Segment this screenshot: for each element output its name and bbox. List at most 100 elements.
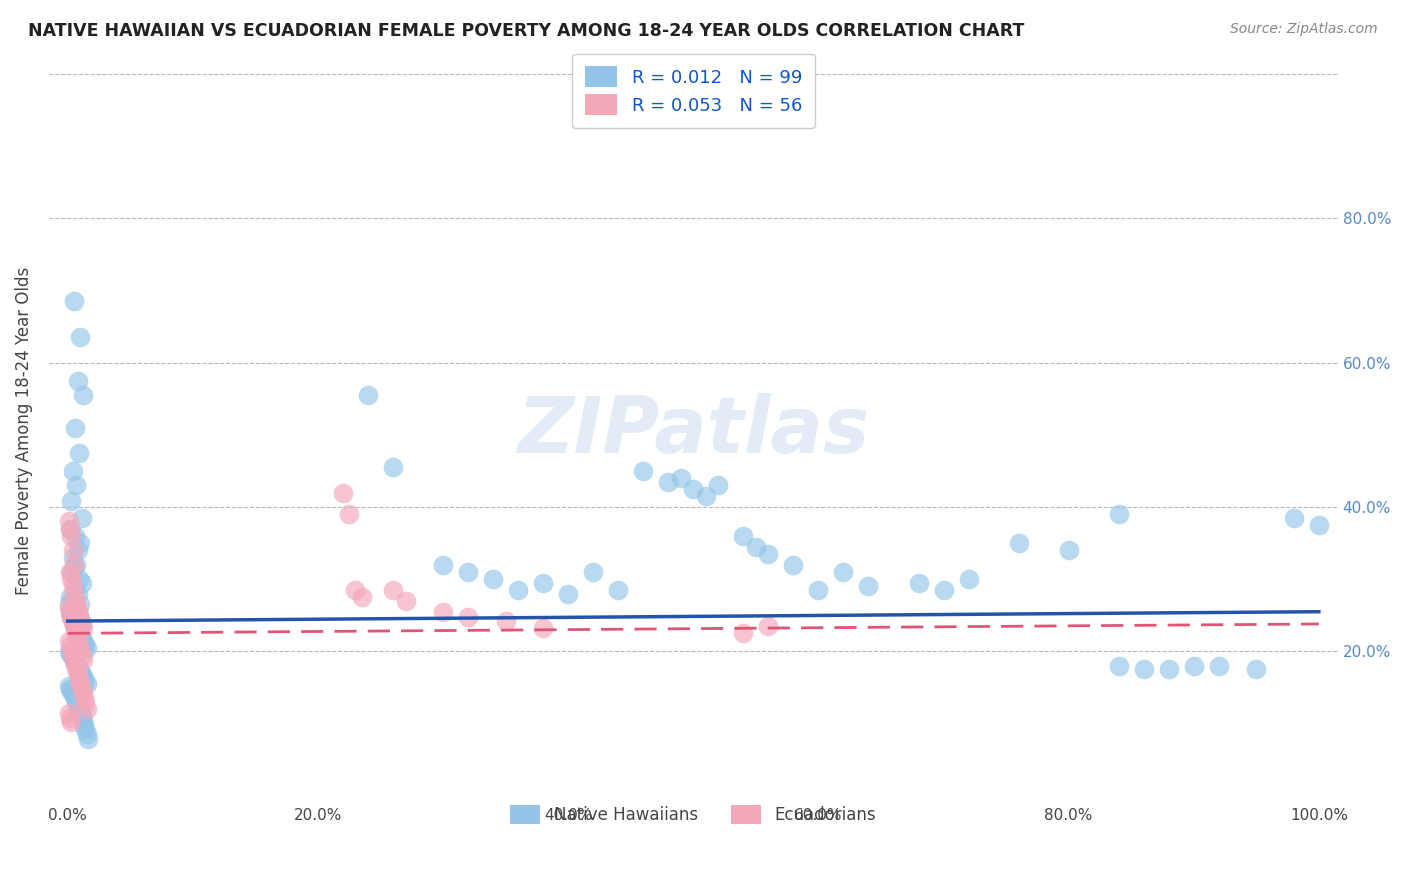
Point <box>59 681 82 696</box>
Point <box>344 582 367 597</box>
Point <box>65 691 87 706</box>
Point <box>62 594 84 608</box>
Point <box>70 575 93 590</box>
Point <box>62 543 84 558</box>
Point <box>67 702 90 716</box>
Point <box>65 601 87 615</box>
Point <box>733 626 755 640</box>
Point <box>60 565 83 579</box>
Point <box>70 632 93 646</box>
Point <box>60 684 83 698</box>
Point <box>63 617 86 632</box>
Point <box>72 713 94 727</box>
Point <box>858 579 880 593</box>
Point <box>65 695 87 709</box>
Point <box>58 598 80 612</box>
Point <box>457 609 479 624</box>
Point <box>62 650 84 665</box>
Point <box>65 594 87 608</box>
Point <box>69 643 91 657</box>
Point <box>62 614 84 628</box>
Point <box>76 732 98 747</box>
Point <box>63 561 86 575</box>
Point <box>70 667 93 681</box>
Point <box>58 706 80 720</box>
Point <box>58 599 80 614</box>
Point <box>482 572 505 586</box>
Point <box>62 464 84 478</box>
Point <box>62 550 84 565</box>
Point <box>73 691 96 706</box>
Point <box>59 565 82 579</box>
Point <box>72 653 94 667</box>
Point <box>66 698 89 713</box>
Point <box>76 727 98 741</box>
Text: NATIVE HAWAIIAN VS ECUADORIAN FEMALE POVERTY AMONG 18-24 YEAR OLDS CORRELATION C: NATIVE HAWAIIAN VS ECUADORIAN FEMALE POV… <box>28 22 1025 40</box>
Point <box>58 679 80 693</box>
Point <box>69 612 91 626</box>
Point <box>60 605 83 619</box>
Point <box>66 602 89 616</box>
Text: Source: ZipAtlas.com: Source: ZipAtlas.com <box>1230 22 1378 37</box>
Point <box>66 667 89 681</box>
Point <box>67 626 90 640</box>
Point <box>76 640 98 655</box>
Point <box>67 607 90 621</box>
Point <box>62 579 84 593</box>
Point <box>59 639 82 653</box>
Point <box>63 608 86 623</box>
Point <box>69 677 91 691</box>
Point <box>58 515 80 529</box>
Point <box>62 686 84 700</box>
Point <box>59 522 82 536</box>
Point <box>75 723 97 737</box>
Point <box>70 648 93 662</box>
Point <box>72 686 94 700</box>
Point <box>1108 658 1130 673</box>
Point <box>69 665 91 679</box>
Point <box>756 547 779 561</box>
Point <box>350 591 373 605</box>
Point <box>66 660 89 674</box>
Point <box>62 614 84 628</box>
Point <box>669 471 692 485</box>
Point <box>73 672 96 686</box>
Point <box>67 672 90 686</box>
Point <box>63 653 86 667</box>
Point <box>66 633 89 648</box>
Point <box>63 619 86 633</box>
Legend: Native Hawaiians, Ecuadorians: Native Hawaiians, Ecuadorians <box>499 793 887 836</box>
Point <box>72 388 94 402</box>
Point <box>59 522 82 536</box>
Point <box>695 489 717 503</box>
Point <box>531 575 554 590</box>
Point <box>607 582 630 597</box>
Point <box>1246 662 1268 676</box>
Point <box>1208 658 1230 673</box>
Point <box>66 543 89 558</box>
Point <box>745 540 768 554</box>
Point <box>60 494 83 508</box>
Point <box>70 681 93 696</box>
Point <box>67 662 90 676</box>
Point <box>65 624 87 639</box>
Point <box>72 621 94 635</box>
Point <box>65 558 87 572</box>
Point <box>65 662 87 676</box>
Point <box>63 558 86 572</box>
Point <box>60 715 83 730</box>
Point <box>1182 658 1205 673</box>
Point <box>1057 543 1080 558</box>
Point <box>69 330 91 344</box>
Point <box>69 706 91 720</box>
Point <box>432 605 454 619</box>
Point <box>70 615 93 630</box>
Point <box>69 598 91 612</box>
Point <box>63 587 86 601</box>
Point <box>65 420 87 434</box>
Point <box>60 572 83 586</box>
Point <box>1282 511 1305 525</box>
Point <box>59 711 82 725</box>
Point <box>72 670 94 684</box>
Y-axis label: Female Poverty Among 18-24 Year Olds: Female Poverty Among 18-24 Year Olds <box>15 267 32 595</box>
